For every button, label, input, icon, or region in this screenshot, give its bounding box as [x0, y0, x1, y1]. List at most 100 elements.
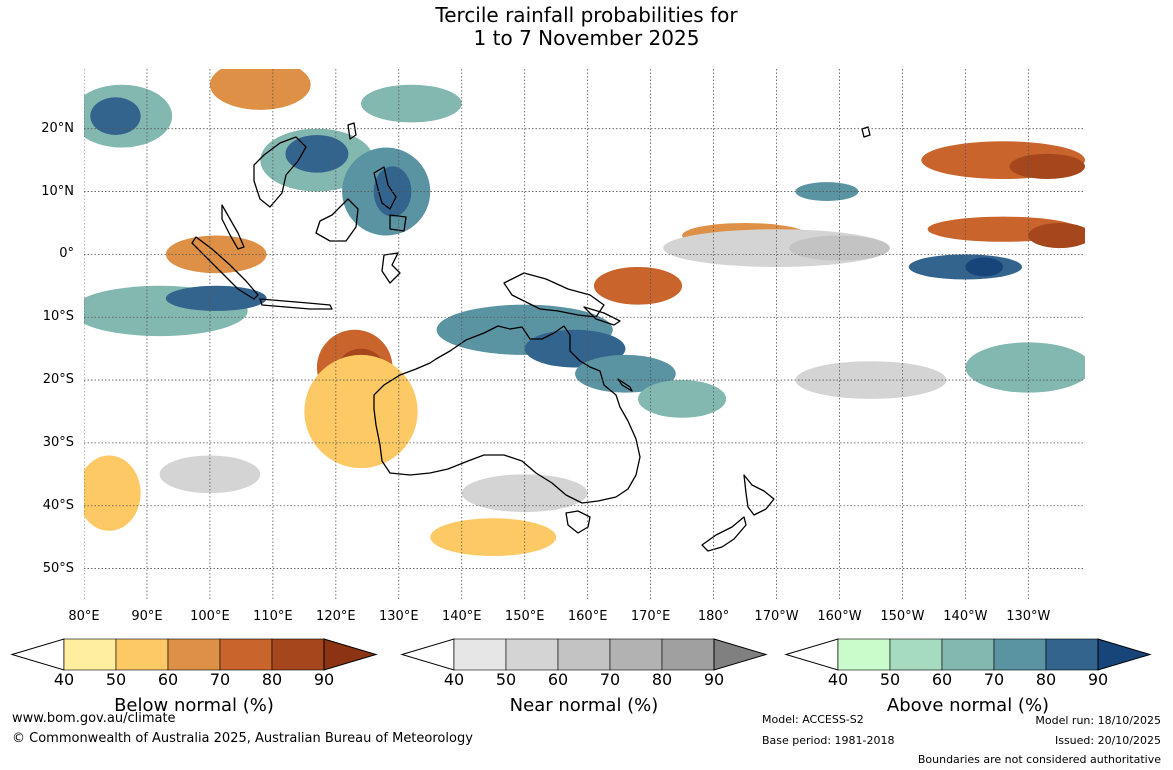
colorbar-tick-label: 40	[53, 670, 75, 689]
region-above-6	[361, 84, 462, 123]
colorbar-tick-label: 60	[547, 670, 569, 689]
region-below-17	[209, 69, 311, 110]
base-period-text: Base period: 1981-2018	[762, 734, 895, 747]
probability-map	[84, 69, 1085, 600]
new-caledonia-coastline	[617, 378, 633, 392]
region-above-8	[165, 285, 267, 311]
longitude-label: 80°E	[68, 609, 100, 624]
colorbar-segment	[115, 638, 169, 671]
colorbar-segment	[505, 638, 559, 671]
sumatra-coastline	[191, 236, 259, 300]
indochina-coastline	[253, 136, 307, 208]
longitude-label: 120°E	[316, 609, 356, 624]
latitude-label: 30°S	[42, 434, 74, 450]
longitude-label: 130°W	[1006, 609, 1051, 624]
region-above-12	[638, 380, 727, 418]
latitude-label: 10°S	[42, 309, 74, 325]
issued-text: Issued: 20/10/2025	[1054, 734, 1161, 747]
colorbar-tick-label: 50	[105, 670, 127, 689]
borneo-coastline	[315, 198, 359, 242]
model-run-text: Model run: 18/10/2025	[1035, 714, 1161, 727]
latitude-label: 50°S	[42, 560, 74, 576]
colorbar-tick-label: 50	[495, 670, 517, 689]
colorbar-segment	[453, 638, 507, 671]
longitude-label: 140°E	[441, 609, 482, 624]
website-link[interactable]: www.bom.gov.au/climate	[12, 711, 176, 726]
probability-fields	[84, 69, 1085, 557]
colorbar-under-triangle	[784, 638, 839, 671]
colorbar-tick-label: 70	[983, 670, 1005, 689]
region-below-21	[165, 235, 267, 274]
colorbar-near-normal	[400, 638, 768, 671]
longitude-label: 130°E	[379, 609, 419, 624]
tasmania-coastline	[565, 510, 591, 534]
colorbar-segment	[609, 638, 663, 671]
colorbar-segment	[837, 638, 891, 671]
longitude-label: 110°E	[253, 609, 293, 624]
colorbar-over-triangle	[1097, 638, 1152, 671]
colorbar-segment	[889, 638, 943, 671]
colorbar-over-triangle	[323, 638, 378, 671]
region-below-29	[430, 518, 557, 557]
region-below-20	[304, 354, 418, 469]
region-below-28	[84, 455, 141, 531]
region-below-25	[1009, 153, 1085, 179]
colorbar-title-below: Below normal (%)	[114, 695, 274, 716]
longitude-label: 160°W	[817, 609, 862, 624]
longitude-label: 150°E	[504, 609, 545, 624]
colorbar-tick-label: 70	[209, 670, 231, 689]
colorbar-segment	[557, 638, 611, 671]
mindanao-coastline	[389, 214, 407, 232]
colorbar-segment	[661, 638, 715, 671]
australia-coastline	[373, 325, 641, 504]
colorbar-tick-label: 90	[313, 670, 335, 689]
colorbar-segment	[271, 638, 325, 671]
colorbar-segment	[941, 638, 995, 671]
malay-peninsula-coastline	[221, 204, 245, 250]
region-above-14	[965, 257, 1004, 277]
colorbar-below-normal	[10, 638, 378, 671]
latitude-label: 20°S	[42, 372, 74, 388]
colorbar-segment	[219, 638, 273, 671]
title-line-2: 1 to 7 November 2025	[473, 26, 700, 50]
region-near-34	[159, 455, 261, 494]
colorbar-title-above: Above normal (%)	[886, 695, 1050, 716]
colorbar-tick-label: 90	[1087, 670, 1109, 689]
colorbar-segment	[63, 638, 117, 671]
longitude-label: 180°	[697, 609, 730, 624]
map-canvas	[84, 69, 1085, 600]
region-above-3	[285, 134, 349, 173]
new-zealand-south-coastline	[701, 516, 747, 552]
taiwan-coastline	[347, 122, 357, 140]
graticule	[84, 69, 1085, 600]
region-below-22	[593, 266, 683, 305]
sulawesi-coastline	[381, 252, 401, 284]
colorbar-under-triangle	[400, 638, 455, 671]
colorbar-tick-label: 80	[1035, 670, 1057, 689]
latitude-label: 10°N	[41, 183, 74, 199]
colorbar-tick-label: 50	[879, 670, 901, 689]
longitude-label: 140°W	[943, 609, 988, 624]
latitude-label: 0°	[59, 246, 74, 262]
solomon-islands-coastline	[583, 306, 621, 326]
longitude-label: 150°W	[880, 609, 925, 624]
longitude-label: 90°E	[131, 609, 163, 624]
region-near-33	[795, 361, 947, 399]
colorbar-tick-label: 40	[827, 670, 849, 689]
region-above-16	[965, 342, 1085, 393]
latitude-label: 40°S	[42, 497, 74, 513]
copyright-text: © Commonwealth of Australia 2025, Austra…	[12, 731, 473, 746]
page-title: Tercile rainfall probabilities for 1 to …	[0, 4, 1173, 50]
colorbar-over-triangle	[713, 638, 768, 671]
colorbar-segment	[993, 638, 1047, 671]
new-zealand-north-coastline	[743, 474, 775, 516]
colorbar-segment	[167, 638, 221, 671]
colorbar-tick-label: 70	[599, 670, 621, 689]
colorbar-segment	[1045, 638, 1099, 671]
colorbar-under-triangle	[10, 638, 65, 671]
longitude-label: 170°E	[630, 609, 671, 624]
colorbar-tick-label: 80	[261, 670, 283, 689]
java-coastline	[259, 298, 333, 310]
model-text: Model: ACCESS-S2	[762, 713, 864, 726]
title-line-1: Tercile rainfall probabilities for	[435, 3, 738, 27]
